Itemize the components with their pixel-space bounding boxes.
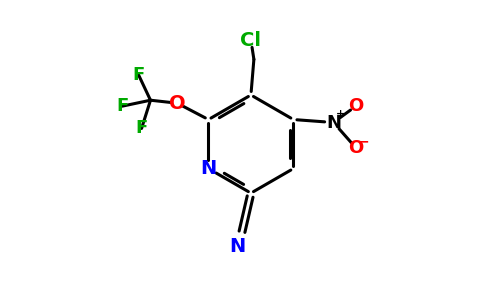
Text: +: + — [336, 110, 346, 119]
Text: O: O — [348, 97, 363, 115]
Text: O: O — [348, 139, 363, 157]
Text: N: N — [326, 113, 341, 131]
Text: F: F — [133, 66, 145, 84]
Text: O: O — [169, 94, 185, 113]
Text: N: N — [200, 159, 216, 178]
Text: −: − — [357, 135, 369, 149]
Text: N: N — [229, 237, 246, 256]
Text: Cl: Cl — [241, 31, 261, 50]
Text: F: F — [136, 119, 148, 137]
Text: F: F — [116, 97, 128, 115]
